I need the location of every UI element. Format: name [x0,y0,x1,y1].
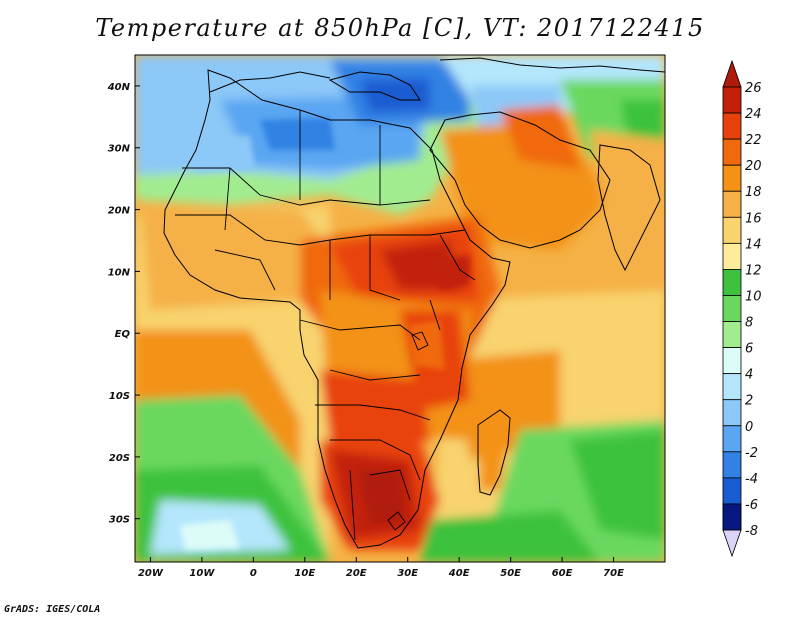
colorbar-label: 12 [745,263,762,278]
colorbar-swatch [722,425,742,453]
lat-tick-label: 20N [108,206,131,217]
lat-tick-label: 30N [108,144,131,155]
colorbar-over-arrow [722,59,742,88]
colorbar-label: -8 [745,524,758,539]
colorbar-swatch [722,477,742,505]
longitude-axis: 20W 10W 0 10E 20E 30E 40E 50E 60E 70E [138,557,624,579]
colorbar-label: 24 [745,107,762,122]
lat-tick-label: 20S [109,453,130,464]
colorbar-swatch [722,373,742,401]
colorbar-label: 10 [745,289,762,304]
colorbar-swatch [722,503,742,531]
colorbar-label: 0 [745,420,753,435]
colorbar-label: -6 [745,498,758,513]
lon-tick-label: 10E [294,568,315,579]
lon-tick-label: 20E [346,568,367,579]
colorbar-swatch [722,242,742,270]
colorbar-label: 14 [745,237,762,252]
colorbar-swatch [722,321,742,348]
temperature-field [135,55,665,562]
coastlines [163,57,665,549]
lon-tick-label: 20W [138,568,164,579]
colorbar-label: 2 [745,394,753,409]
lat-tick-label: EQ [115,329,131,340]
colorbar-swatch [722,269,742,296]
colorbar-swatch [722,451,742,479]
colorbar-swatch [722,112,742,140]
lon-tick-label: 60E [552,568,573,579]
lon-tick-label: 0 [250,568,257,579]
colorbar-label: 20 [745,159,762,174]
country-borders [175,110,476,541]
lat-tick-label: 30S [109,515,130,526]
lon-tick-label: 10W [189,568,215,579]
colorbar-label: 16 [745,211,762,226]
colorbar-swatch [722,138,742,166]
colorbar-label: -4 [745,472,758,487]
colorbar-label: 26 [745,81,762,96]
colorbar-swatch [722,86,742,114]
map-frame [134,54,666,563]
colorbar-label: 6 [745,342,753,357]
grads-credit: GrADS: IGES/COLA [4,604,101,615]
map-title: Temperature at 850hPa [C], VT: 201712241… [95,14,705,42]
colorbar-under-arrow [722,529,742,558]
colorbar-label: 22 [745,133,762,148]
latitude-axis: 40N 30N 20N 10N EQ 10S 20S 30S [107,82,140,526]
lat-tick-label: 10S [109,391,130,402]
lat-tick-label: 40N [107,82,131,93]
colorbar-swatch [722,216,742,244]
colorbar-label: -2 [745,446,758,461]
lon-tick-label: 40E [448,568,470,579]
lat-tick-label: 10N [108,267,131,278]
lon-tick-label: 30E [397,568,418,579]
colorbar-label: 8 [745,316,753,331]
colorbar-label: 4 [745,368,753,383]
colorbar-swatch [722,399,742,427]
colorbar-swatch [722,347,742,375]
colorbar-label: 18 [745,185,762,200]
colorbar-swatch [722,295,742,322]
colorbar-swatch [722,190,742,218]
lon-tick-label: 50E [500,568,521,579]
colorbar-swatch [722,164,742,192]
lon-tick-label: 70E [603,568,624,579]
